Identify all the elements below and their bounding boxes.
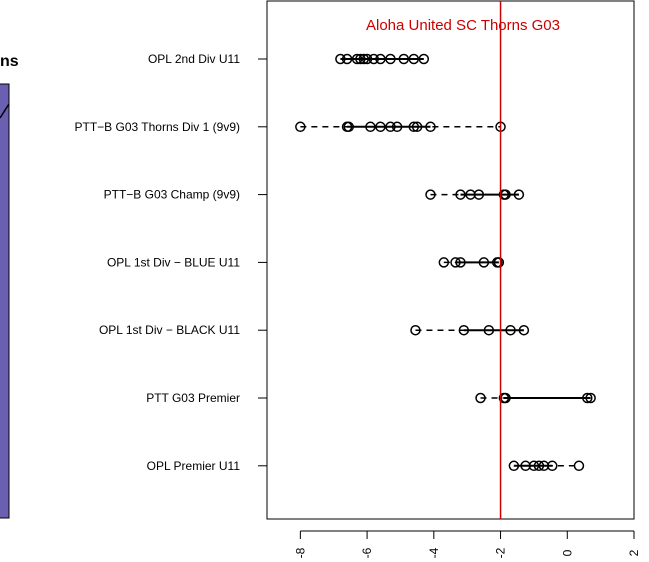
- data-point: [335, 53, 346, 65]
- data-point: [450, 257, 461, 268]
- category-series: [475, 392, 596, 404]
- data-point: [351, 53, 363, 65]
- data-point: [533, 460, 545, 472]
- data-point: [361, 53, 373, 65]
- category-label: OPL Premier U11: [147, 459, 241, 473]
- data-point: [508, 460, 520, 472]
- category-series: [425, 189, 525, 200]
- data-point: [483, 324, 495, 336]
- data-point: [513, 189, 525, 200]
- x-tick-label: -4: [427, 547, 441, 558]
- x-tick-label: 2: [627, 549, 641, 556]
- left-panel-fragment: ns: [0, 53, 19, 519]
- data-point: [438, 257, 450, 268]
- data-point: [365, 121, 376, 133]
- data-point: [368, 53, 380, 65]
- x-tick-label: 0: [560, 549, 574, 556]
- data-point: [475, 392, 486, 404]
- data-point: [505, 324, 516, 336]
- category-label: PTT−B G03 Thorns Div 1 (9v9): [74, 120, 240, 134]
- category-series: [508, 460, 585, 472]
- y-axis: OPL 2nd Div U11 PTT−B G03 Thorns Div 1 (9…: [74, 52, 267, 473]
- reference-layer: Aloha United SC Thorns G03: [366, 1, 560, 519]
- category-series: [410, 324, 530, 336]
- data-point: [418, 53, 430, 65]
- data-point: [493, 257, 505, 268]
- data-point: [341, 53, 353, 65]
- data-point: [425, 121, 436, 133]
- data-point: [585, 392, 596, 404]
- data-point: [473, 189, 485, 200]
- data-point: [410, 324, 421, 336]
- fragment-title: ns: [0, 53, 19, 70]
- data-point: [518, 324, 530, 336]
- category-series: [335, 53, 430, 65]
- category-label: OPL 2nd Div U11: [148, 52, 240, 66]
- data-point: [385, 53, 396, 65]
- data-point: [411, 121, 423, 133]
- data-point: [458, 324, 470, 336]
- x-tick-label: -8: [293, 547, 307, 558]
- data-point: [343, 121, 354, 133]
- data-point: [547, 460, 558, 472]
- plot-frame: [266, 0, 635, 520]
- fragment-panel: [0, 83, 10, 519]
- data-point: [355, 53, 366, 65]
- category-series: [295, 121, 506, 133]
- data-point: [425, 189, 436, 200]
- data-point: [408, 121, 420, 133]
- x-tick-label: -6: [360, 547, 374, 558]
- data-point: [358, 53, 370, 65]
- data-point: [478, 257, 490, 268]
- reference-label: Aloha United SC Thorns G03: [366, 17, 560, 34]
- x-tick-label: -2: [494, 547, 508, 558]
- category-label: OPL 1st Div − BLACK U11: [99, 323, 240, 337]
- series-layer: [295, 53, 596, 472]
- x-axis: -8 -6 -4 -2 0 2: [293, 530, 641, 558]
- category-label: PTT G03 Premier: [146, 391, 240, 405]
- data-point: [375, 121, 386, 133]
- data-point: [295, 121, 306, 133]
- category-label: OPL 1st Div − BLUE U11: [107, 255, 240, 269]
- data-point: [375, 53, 386, 65]
- category-label: PTT−B G03 Champ (9v9): [104, 188, 240, 202]
- data-point: [528, 460, 540, 472]
- data-point: [408, 53, 420, 65]
- data-point: [391, 121, 403, 133]
- data-point: [455, 189, 466, 200]
- data-point: [398, 53, 410, 65]
- data-point: [582, 392, 593, 404]
- data-point: [573, 460, 585, 472]
- data-point: [455, 257, 466, 268]
- data-point: [385, 121, 396, 133]
- fragment-line: [0, 103, 10, 119]
- category-series: [438, 257, 505, 268]
